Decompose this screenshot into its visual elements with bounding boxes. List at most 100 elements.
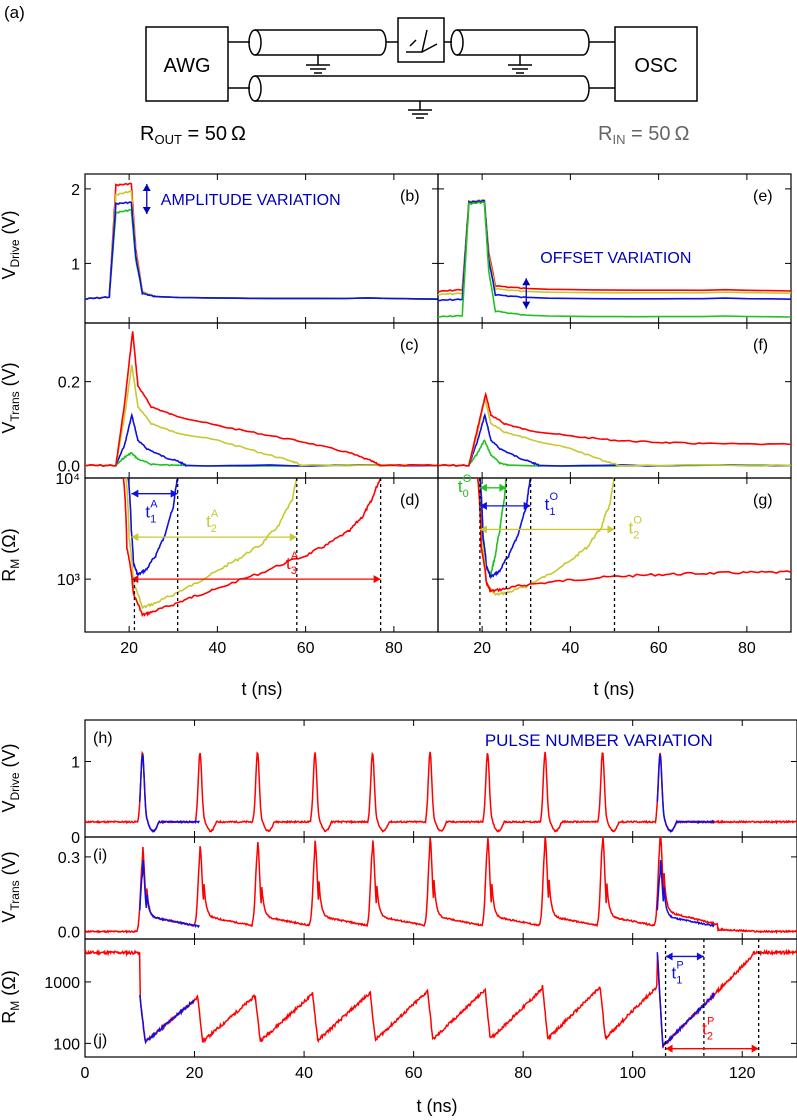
arrow-head-left (131, 533, 139, 542)
series-green (438, 201, 792, 318)
series-red (437, 391, 792, 467)
x-tick-label: 120 (729, 1065, 756, 1082)
arrow-head-right (751, 1044, 759, 1053)
xlabel-bottom: t (ns) (416, 1096, 457, 1116)
interval-label-sup: P (707, 1016, 714, 1028)
y-tick-label: 1 (71, 755, 80, 772)
y-tick-label: 0.0 (58, 458, 80, 475)
interval-label-main: t (145, 503, 150, 522)
osc-box (614, 26, 698, 102)
y-tick-label: 2 (71, 182, 80, 199)
interval-arrow (479, 483, 507, 492)
panel-label: (e) (753, 188, 773, 205)
panel-i: 0.0 0.3 (i) (58, 836, 797, 942)
annotation-arrow-head (142, 207, 151, 214)
ylabel-rm-lower: RM (Ω) (0, 970, 22, 1023)
interval-label-main: t (672, 963, 677, 982)
arrow-head-left (665, 952, 673, 961)
panel-e: (e) OFFSET VARIATION (437, 173, 792, 324)
interval-arrow (479, 525, 615, 534)
interval-label-sub: 0 (463, 488, 469, 500)
upper-panels: 1 2 (b) AMPLITUDE VARIATION (e) OFFSET VARIA… (0, 173, 792, 699)
y-tick-label: 10³ (57, 572, 81, 589)
x-tick-label: 40 (295, 1065, 313, 1082)
panel-label: (d) (400, 492, 420, 509)
x-tick-label: 20 (120, 640, 138, 657)
series-blue (85, 201, 439, 300)
interval-label-sup: A (150, 499, 158, 511)
series-red (84, 836, 797, 935)
interval-label-main: t (545, 495, 550, 514)
plot-frame (84, 477, 439, 633)
coax-cable-upper-right (444, 29, 615, 74)
interval-label-main: t (458, 477, 463, 496)
device-switch-icon (397, 17, 445, 63)
arrow-head-right (607, 525, 615, 534)
interval-label-sup: O (633, 514, 642, 526)
osc-label: OSC (634, 55, 677, 77)
x-tick-label: 40 (208, 640, 226, 657)
series-red (122, 477, 382, 617)
arrow-head-right (289, 533, 297, 542)
annotation-label: PULSE NUMBER VARIATION (485, 731, 713, 750)
arrow-head-left (479, 501, 487, 510)
panel-label: (g) (753, 492, 773, 509)
x-tick-label: 40 (561, 640, 579, 657)
interval-label-main: t (702, 1020, 707, 1039)
interval-label: t3 A (286, 550, 299, 577)
panel-label: (i) (93, 847, 107, 864)
panel-c: 0.0 0.2 (c) (58, 322, 439, 479)
arrow-head-left (479, 525, 487, 534)
arrow-head-right (170, 489, 178, 498)
annotation-arrow-head (522, 278, 531, 286)
x-tick-label: 80 (738, 640, 756, 657)
series-red (84, 331, 439, 467)
x-tick-label: 60 (405, 1065, 423, 1082)
y-tick-label: 100 (53, 1036, 80, 1053)
annotation-label: AMPLITUDE VARIATION (161, 192, 341, 209)
interval-label-sup: A (291, 550, 299, 562)
series-green (84, 451, 439, 467)
x-tick-label: 20 (186, 1065, 204, 1082)
series-blue (139, 754, 200, 833)
series-blue (84, 412, 439, 467)
arrow-head-right (373, 575, 381, 584)
interval-label-sub: 2 (211, 523, 217, 535)
awg-label: AWG (163, 55, 210, 77)
xlabel-right: t (ns) (593, 679, 634, 699)
y-tick-label: 1 (71, 256, 80, 273)
panel-label: (c) (400, 337, 419, 354)
ylabel-rm-upper: RM (Ω) (0, 528, 22, 581)
ylabel-vtrans-upper: VTrans (V) (0, 362, 22, 433)
interval-label-sup: P (676, 959, 683, 971)
interval-label-sup: O (463, 473, 472, 485)
series-green (437, 439, 792, 467)
coax-cable-upper-left (228, 29, 398, 74)
rout-label: ROUT = 50 Ω (140, 123, 246, 147)
interval-label: t2 O (629, 514, 643, 541)
interval-label: t1 A (145, 499, 158, 526)
panel-f: (f) (437, 322, 792, 479)
panel-label: (j) (93, 1032, 107, 1049)
interval-arrow (131, 575, 381, 584)
plot-frame (84, 836, 797, 940)
coax-cable-lower (228, 75, 615, 119)
y-tick-label: 1000 (44, 975, 80, 992)
panel-b: 1 2 (b) AMPLITUDE VARIATION (71, 173, 439, 324)
panel-label: (b) (400, 188, 420, 205)
panel-label: (h) (93, 730, 113, 747)
annotation-label: OFFSET VARIATION (540, 250, 691, 267)
ylabel-vdrive-lower: VDrive (V) (0, 743, 22, 812)
series-green (85, 208, 439, 300)
series-red (476, 477, 792, 593)
plot-frame (84, 938, 797, 1058)
arrow-head-left (479, 483, 487, 492)
interval-label: t0 O (458, 473, 472, 500)
interval-label-sup: O (550, 491, 559, 503)
annotation-arrow-head (142, 184, 151, 191)
interval-arrow (665, 952, 704, 961)
series-blue (139, 994, 195, 1045)
interval-label: t1 O (545, 491, 559, 518)
x-tick-label: 80 (385, 640, 403, 657)
